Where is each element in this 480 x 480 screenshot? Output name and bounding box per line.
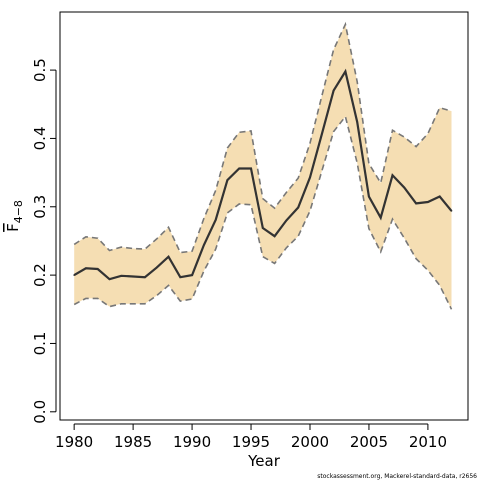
confidence-band bbox=[74, 24, 452, 310]
estimate-point bbox=[203, 244, 205, 246]
x-tick-label: 2010 bbox=[409, 433, 447, 451]
estimate-point bbox=[379, 216, 382, 219]
estimate-point bbox=[438, 195, 441, 198]
estimate-point bbox=[167, 255, 170, 258]
y-axis-title-subscript: 4−8 bbox=[12, 200, 25, 223]
plot-frame bbox=[59, 11, 469, 421]
y-tick-label: 0.3 bbox=[31, 195, 49, 219]
estimate-point bbox=[214, 219, 217, 221]
estimate-point bbox=[285, 219, 288, 222]
estimate-point bbox=[144, 276, 146, 279]
estimate-point bbox=[73, 274, 75, 276]
estimate-point bbox=[155, 266, 158, 269]
estimate-point bbox=[332, 89, 335, 92]
estimate-point bbox=[132, 275, 134, 278]
estimate-point bbox=[391, 174, 394, 177]
estimate-point bbox=[427, 201, 429, 203]
y-tick-label: 0.1 bbox=[31, 332, 49, 356]
footer-credit: stockassessment.org, Mackerel-standard-d… bbox=[317, 473, 477, 480]
estimate-point bbox=[96, 268, 99, 270]
estimate-point bbox=[415, 202, 417, 205]
estimate-point bbox=[120, 275, 123, 277]
estimate-point bbox=[262, 227, 264, 229]
estimate-point bbox=[85, 267, 87, 270]
estimate-point bbox=[356, 121, 359, 123]
x-tick-label: 2000 bbox=[291, 433, 329, 451]
estimate-point bbox=[450, 210, 453, 212]
estimate-point bbox=[226, 179, 229, 181]
estimate-point bbox=[191, 274, 193, 276]
estimate-point bbox=[344, 70, 347, 73]
x-tick-label: 1980 bbox=[55, 433, 93, 451]
axes: 1980 1985 1990 1995 2000 2005 2010 0.0 0.1 0.2 0.3… bbox=[31, 58, 447, 451]
estimate-point bbox=[321, 133, 323, 136]
estimate-point bbox=[273, 235, 276, 237]
y-axis-title: F4−8 bbox=[4, 200, 25, 232]
x-tick-label: 2005 bbox=[350, 433, 388, 451]
y-tick-label: 0.0 bbox=[31, 400, 49, 424]
estimate-point bbox=[309, 176, 311, 179]
estimate-point bbox=[403, 186, 406, 189]
y-tick-label: 0.2 bbox=[31, 263, 49, 287]
estimate-point bbox=[368, 195, 370, 198]
estimate-point bbox=[179, 276, 182, 279]
y-tick-label: 0.5 bbox=[31, 58, 49, 82]
estimate-point bbox=[250, 167, 252, 170]
x-axis-title: Year bbox=[247, 452, 281, 470]
estimate-point bbox=[108, 278, 111, 281]
y-axis-title-group: F4−8 bbox=[4, 200, 25, 232]
x-tick-label: 1995 bbox=[232, 433, 270, 451]
estimate-point bbox=[297, 206, 300, 209]
y-tick-label: 0.4 bbox=[31, 127, 49, 151]
x-tick-label: 1990 bbox=[173, 433, 211, 451]
plot-area bbox=[73, 21, 453, 310]
lower-bound-line bbox=[73, 114, 453, 310]
x-tick-label: 1985 bbox=[114, 433, 152, 451]
estimate-point bbox=[238, 167, 240, 170]
upper-bound-line bbox=[73, 21, 452, 254]
y-axis-title-main: F bbox=[4, 223, 22, 232]
